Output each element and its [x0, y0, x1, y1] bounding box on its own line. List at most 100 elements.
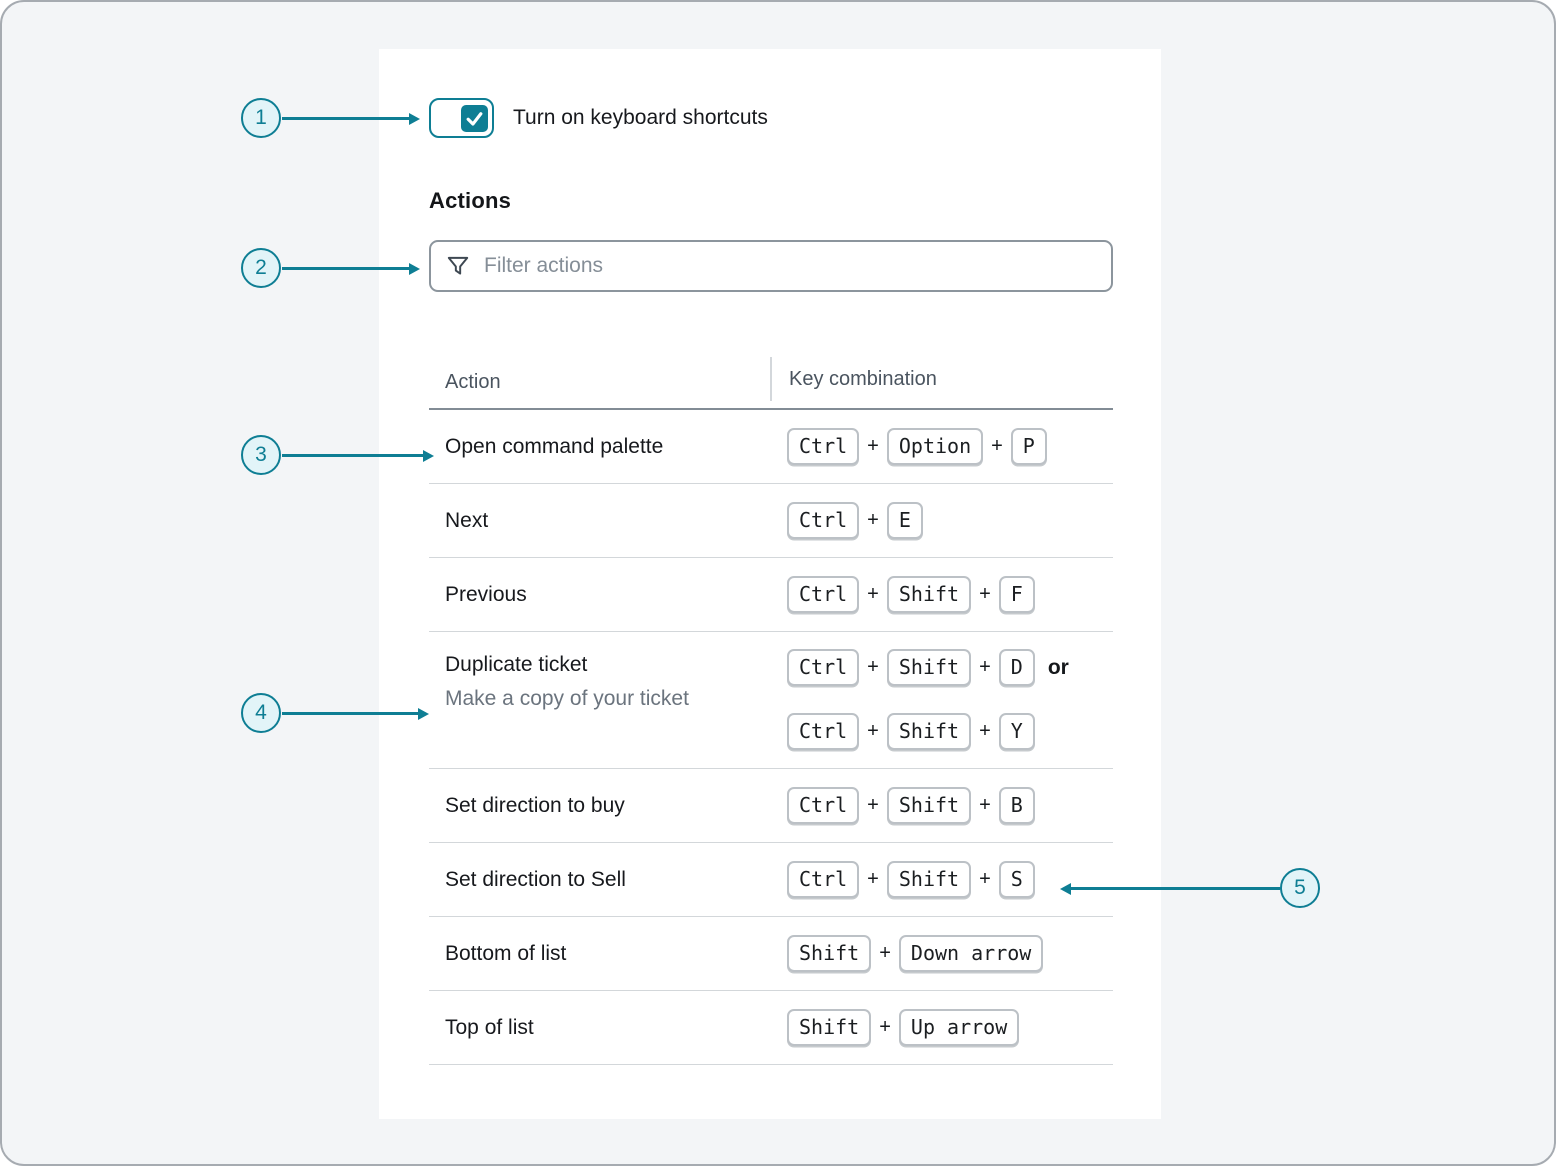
column-header-action: Action — [445, 371, 501, 393]
plus-separator: + — [979, 656, 991, 678]
callout-3: 3 — [241, 435, 281, 475]
keycap: D — [998, 649, 1035, 686]
action-name: Open command palette — [445, 434, 664, 458]
callout-3-arrow — [282, 454, 424, 457]
action-name: Bottom of list — [445, 941, 567, 965]
keycap: Ctrl — [787, 713, 860, 750]
keycap: Down arrow — [898, 935, 1044, 972]
keycap: Ctrl — [787, 787, 860, 824]
keycap: Shift — [886, 787, 972, 824]
plus-separator: + — [867, 794, 879, 816]
plus-separator: + — [979, 720, 991, 742]
keycap: Shift — [886, 713, 972, 750]
keycap: Shift — [886, 576, 972, 613]
callout-2: 2 — [241, 248, 281, 288]
key-combination: Ctrl + E — [787, 502, 1113, 539]
plus-separator: + — [867, 656, 879, 678]
keycap: Shift — [787, 1009, 872, 1046]
plus-separator: + — [991, 435, 1003, 457]
keycap: Ctrl — [787, 576, 860, 613]
keycap: Y — [998, 713, 1035, 750]
action-cell: Previous — [429, 583, 770, 607]
shortcuts-table: Action Key combination Open command pale… — [429, 357, 1113, 1065]
keycap: B — [998, 787, 1035, 824]
key-combination: Ctrl + Shift + B — [787, 787, 1113, 824]
keycap: Ctrl — [787, 502, 860, 539]
shortcuts-toggle-row: Turn on keyboard shortcuts — [429, 98, 768, 138]
callout-1: 1 — [241, 98, 281, 138]
table-row: Duplicate ticket Make a copy of your tick… — [429, 632, 1113, 769]
plus-separator: + — [979, 583, 991, 605]
table-row: Bottom of list Shift + Down arrow — [429, 917, 1113, 991]
keycap: Ctrl — [787, 649, 860, 686]
callout-5: 5 — [1280, 868, 1320, 908]
table-body: Open command palette Ctrl + Option + P Next Ctr… — [429, 410, 1113, 1065]
filter-actions-field[interactable] — [429, 240, 1113, 292]
filter-actions-input[interactable] — [484, 254, 1097, 278]
action-description: Make a copy of your ticket — [445, 687, 689, 710]
callout-4-arrow — [282, 712, 419, 715]
keyboard-shortcuts-panel: Turn on keyboard shortcuts Actions Actio… — [379, 49, 1161, 1119]
key-combination-cell: Ctrl + Shift + B — [770, 781, 1113, 830]
keycap: F — [998, 576, 1035, 613]
key-combination: Ctrl + Shift + Y — [787, 713, 1113, 750]
keyboard-shortcuts-toggle[interactable] — [429, 98, 494, 138]
key-combination: Ctrl + Shift + F — [787, 576, 1113, 613]
actions-heading: Actions — [429, 188, 512, 213]
action-name: Duplicate ticket — [445, 653, 588, 676]
key-combination-cell: Ctrl + Shift + F — [770, 570, 1113, 619]
plus-separator: + — [979, 794, 991, 816]
toggle-label: Turn on keyboard shortcuts — [513, 106, 768, 129]
plus-separator: + — [867, 435, 879, 457]
plus-separator: + — [867, 583, 879, 605]
key-combination-cell: Shift + Down arrow — [770, 929, 1113, 978]
keycap: E — [886, 502, 923, 539]
action-name: Next — [445, 508, 489, 532]
table-row: Top of list Shift + Up arrow — [429, 991, 1113, 1065]
key-combination-cell: Ctrl + Shift + S — [770, 855, 1113, 904]
action-name: Set direction to buy — [445, 793, 625, 817]
action-cell: Duplicate ticket Make a copy of your tick… — [429, 632, 770, 768]
keycap: P — [1010, 428, 1047, 465]
plus-separator: + — [979, 868, 991, 890]
action-name: Previous — [445, 582, 527, 606]
table-row: Next Ctrl + E — [429, 484, 1113, 558]
key-combination: Ctrl + Shift + S — [787, 861, 1113, 898]
table-row: Set direction to buy Ctrl + Shift + B — [429, 769, 1113, 843]
action-cell: Top of list — [429, 1016, 770, 1040]
plus-separator: + — [879, 1016, 891, 1038]
table-row: Previous Ctrl + Shift + F — [429, 558, 1113, 632]
callout-4: 4 — [241, 693, 281, 733]
key-combination: Shift + Down arrow — [787, 935, 1113, 972]
callout-1-arrow — [282, 117, 410, 120]
plus-separator: + — [867, 720, 879, 742]
key-combination-cell: Shift + Up arrow — [770, 1003, 1113, 1052]
plus-separator: + — [867, 509, 879, 531]
action-cell: Next — [429, 509, 770, 533]
column-header-key-combination: Key combination — [770, 357, 1113, 401]
combo-join-label: or — [1047, 655, 1069, 679]
action-cell: Open command palette — [429, 435, 770, 459]
callout-2-arrow — [282, 267, 410, 270]
keycap: Ctrl — [787, 428, 860, 465]
action-name: Set direction to Sell — [445, 867, 626, 891]
action-name: Top of list — [445, 1015, 534, 1039]
keycap: Ctrl — [787, 861, 860, 898]
key-combination-cell: Ctrl + E — [770, 496, 1113, 545]
filter-funnel-icon — [445, 253, 471, 279]
table-row: Set direction to Sell Ctrl + Shift + S — [429, 843, 1113, 917]
plus-separator: + — [867, 868, 879, 890]
checkmark-icon — [461, 104, 488, 132]
keycap: Up arrow — [898, 1009, 1020, 1046]
action-cell: Set direction to buy — [429, 794, 770, 818]
key-combination: Ctrl + Option + P — [787, 428, 1113, 465]
table-row: Open command palette Ctrl + Option + P — [429, 410, 1113, 484]
keycap: S — [998, 861, 1035, 898]
table-header: Action Key combination — [429, 357, 1113, 410]
callout-5-arrow — [1070, 887, 1280, 890]
plus-separator: + — [879, 942, 891, 964]
action-cell: Set direction to Sell — [429, 868, 770, 892]
